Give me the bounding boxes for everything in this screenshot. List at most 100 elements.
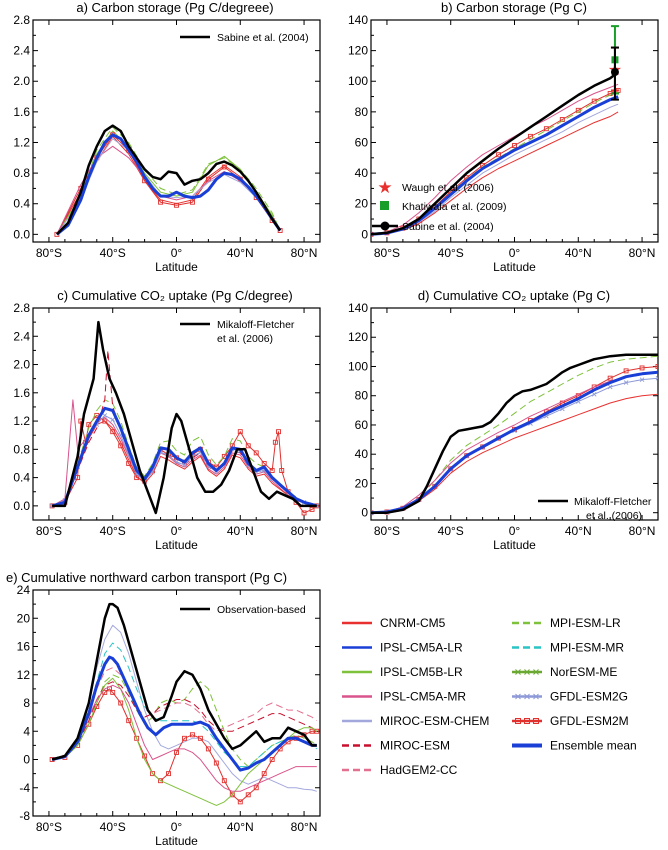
y-tick-label: 4 bbox=[23, 724, 30, 738]
data-point-gfdl-esm2m bbox=[276, 429, 281, 435]
legend-marker-gfdl-esm2g bbox=[533, 693, 539, 700]
y-tick-label: 1.2 bbox=[13, 135, 30, 149]
x-axis-label: Latitude bbox=[155, 260, 198, 274]
panel-e-legend-label: Observation-based bbox=[217, 604, 306, 616]
data-point-gfdl-esm2m bbox=[182, 735, 187, 741]
data-point-gfdl-esm2m bbox=[142, 753, 148, 759]
panel-d-legend-label: Mikaloff-Fletcher bbox=[574, 496, 652, 508]
x-tick-label: 40°N bbox=[227, 524, 254, 538]
data-point-gfdl-esm2m bbox=[158, 199, 164, 205]
legend-label-ensemble-mean: Ensemble mean bbox=[550, 739, 637, 753]
series-ipsl-cm5a-mr bbox=[371, 83, 619, 235]
data-point-gfdl-esm2m bbox=[607, 375, 613, 381]
series-group bbox=[371, 71, 621, 237]
y-tick-label: 140 bbox=[348, 13, 368, 27]
panel-d-legend-label-2: et al. (2006) bbox=[586, 510, 642, 522]
legend-marker-noresm-me bbox=[524, 669, 530, 675]
data-point-gfdl-esm2g bbox=[102, 413, 108, 418]
y-tick-label: 0 bbox=[361, 506, 368, 520]
legend-label-miroc-esm: MIROC-ESM bbox=[380, 739, 450, 753]
data-point-gfdl-esm2m bbox=[655, 364, 658, 369]
legend-label-ipsl-cm5b-lr: IPSL-CM5B-LR bbox=[380, 665, 463, 679]
series-ipsl-cm5a-mr bbox=[371, 371, 658, 514]
panel-d-chart: 0 20 40 60 80 100 120 140 80°S 40°S 0° 40°N 80°N Lati… bbox=[348, 301, 659, 552]
x-tick-label: 80°S bbox=[36, 820, 62, 834]
panel-b-legend-label-sabine: Sabine et al. (2004) bbox=[402, 221, 494, 233]
series-hadgem2-cc bbox=[51, 667, 318, 760]
sabine-marker-icon bbox=[380, 221, 390, 231]
data-point-gfdl-esm2m bbox=[591, 98, 597, 104]
panel-b-title: b) Carbon storage (Pg C) bbox=[441, 0, 587, 15]
series-miroc-esm-chem bbox=[56, 138, 281, 235]
y-tick-label: 0 bbox=[23, 753, 30, 767]
panel-b-legend: ★ Waugh et al. (2006) Khatiwala et al. (… bbox=[372, 178, 506, 233]
data-point-gfdl-esm2m bbox=[279, 468, 285, 473]
series-mpi-esm-mr bbox=[51, 642, 318, 768]
y-tick-label: -8 bbox=[19, 809, 30, 823]
data-point-gfdl-esm2m bbox=[269, 468, 275, 473]
series-ensemble-mean bbox=[371, 370, 658, 515]
data-point-gfdl-esm2m bbox=[309, 728, 315, 734]
panel-a-legend-label: Sabine et al. (2004) bbox=[217, 32, 309, 44]
legend-label-gfdl-esm2m: GFDL-ESM2M bbox=[550, 714, 629, 728]
y-tick-label: 120 bbox=[348, 44, 368, 58]
y-tick-label: 0.4 bbox=[13, 197, 30, 211]
data-point-gfdl-esm2m bbox=[86, 721, 92, 727]
legend-label-miroc-esm-chem: MIROC-ESM-CHEM bbox=[380, 714, 489, 728]
panel-c-legend-label: Mikaloff-Fletcher bbox=[217, 319, 295, 331]
legend-label-gfdl-esm2g: GFDL-ESM2G bbox=[550, 690, 628, 704]
x-tick-label: 80°N bbox=[291, 524, 318, 538]
panel-b-legend-label-waugh: Waugh et al. (2006) bbox=[402, 182, 494, 194]
data-point-gfdl-esm2m bbox=[314, 728, 320, 734]
series-mikaloff-fletcher-et-al-2006 bbox=[371, 353, 658, 514]
panel-e-title: e) Cumulative northward carbon transport… bbox=[6, 570, 287, 585]
data-point-gfdl-esm2m bbox=[269, 757, 275, 762]
waugh-marker-icon: ★ bbox=[377, 178, 392, 197]
data-point-gfdl-esm2g bbox=[639, 377, 645, 382]
y-tick-label: 24 bbox=[17, 583, 31, 597]
series-mpi-esm-lr bbox=[51, 399, 317, 507]
y-tick-label: 0.0 bbox=[13, 499, 30, 513]
panel-a-title: a) Carbon storage (Pg C/degreee) bbox=[76, 0, 273, 15]
x-tick-label: 0° bbox=[171, 524, 183, 538]
y-tick-label: 16 bbox=[17, 640, 31, 654]
data-point-gfdl-esm2g bbox=[655, 375, 658, 381]
legend-label-hadgem2-cc: HadGEM2-CC bbox=[380, 763, 458, 777]
legend-marker-noresm-me bbox=[515, 669, 521, 675]
data-point-gfdl-esm2m bbox=[623, 368, 629, 374]
data-point-gfdl-esm2m bbox=[229, 792, 235, 798]
y-tick-label: 2.8 bbox=[13, 13, 30, 27]
y-tick-label: 0.4 bbox=[13, 471, 30, 485]
y-tick-label: 60 bbox=[355, 135, 369, 149]
data-point-gfdl-esm2m bbox=[237, 429, 243, 435]
y-tick-label: 100 bbox=[348, 359, 368, 373]
y-tick-label: -4 bbox=[19, 781, 30, 795]
y-tick-label: 2.0 bbox=[13, 358, 30, 372]
y-tick-label: 0.0 bbox=[13, 227, 30, 241]
legend-label-ipsl-cm5a-lr: IPSL-CM5A-LR bbox=[380, 641, 463, 655]
x-tick-label: 40°S bbox=[100, 820, 126, 834]
data-point-gfdl-esm2m bbox=[150, 771, 156, 777]
series-cnrm-cm5 bbox=[371, 393, 658, 514]
x-tick-label: 80°S bbox=[36, 246, 62, 260]
y-tick-label: 20 bbox=[355, 197, 369, 211]
data-point-gfdl-esm2m bbox=[166, 771, 171, 777]
x-tick-label: 40°S bbox=[100, 524, 126, 538]
panel-c-title: c) Cumulative CO₂ uptake (Pg C/degree) bbox=[57, 288, 293, 303]
data-point-gfdl-esm2m bbox=[174, 202, 179, 208]
series-ensemble-mean bbox=[51, 655, 317, 772]
data-point-gfdl-esm2m bbox=[189, 199, 195, 205]
y-tick-label: 1.6 bbox=[13, 386, 30, 400]
data-point-gfdl-esm2m bbox=[527, 133, 533, 139]
data-point-gfdl-esm2m bbox=[245, 443, 251, 449]
data-point-gfdl-esm2g bbox=[182, 462, 187, 468]
legend-marker-gfdl-esm2m bbox=[533, 718, 539, 724]
y-tick-label: 2.0 bbox=[13, 74, 30, 88]
data-point-gfdl-esm2m bbox=[221, 778, 227, 784]
series-ensemble-mean bbox=[55, 133, 282, 236]
data-point-gfdl-esm2m bbox=[158, 778, 164, 784]
y-tick-label: 80 bbox=[355, 389, 369, 403]
panel-b-legend-label-khatiwala: Khatiwala et al. (2009) bbox=[402, 201, 506, 213]
panel-a-legend: Sabine et al. (2004) bbox=[180, 32, 309, 44]
